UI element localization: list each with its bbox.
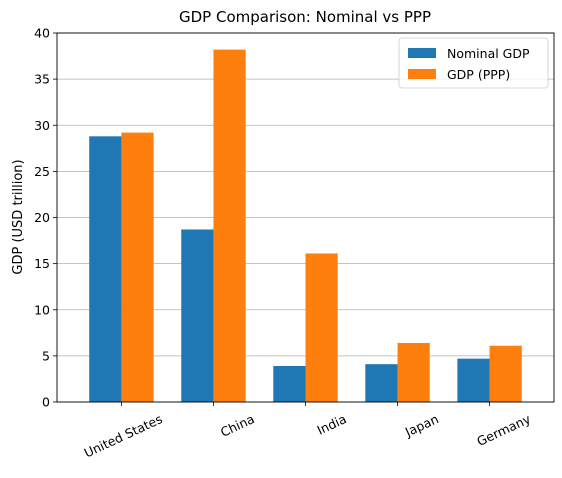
y-tick-label: 15: [34, 256, 50, 271]
bars: [89, 49, 522, 402]
y-tick-label: 35: [34, 72, 50, 87]
y-tick-label: 0: [42, 395, 50, 410]
y-tick-label: 40: [34, 26, 50, 41]
bar-ppp-india: [305, 253, 338, 402]
bar-ppp-germany: [489, 345, 522, 402]
chart-title: GDP Comparison: Nominal vs PPP: [179, 8, 431, 26]
x-tick-label: China: [218, 411, 257, 440]
bar-nominal-japan: [365, 364, 398, 402]
legend-swatch: [408, 69, 436, 79]
legend-swatch: [408, 48, 436, 58]
y-tick-label: 25: [34, 164, 50, 179]
x-tick-label: Japan: [402, 411, 441, 440]
legend: Nominal GDP GDP (PPP): [398, 37, 549, 89]
bar-ppp-china: [213, 49, 246, 402]
y-tick-label: 20: [34, 210, 50, 225]
bar-nominal-china: [181, 229, 214, 402]
y-tick-label: 10: [34, 302, 50, 317]
legend-label: GDP (PPP): [447, 67, 510, 82]
bar-ppp-united-states: [121, 132, 154, 402]
axes: [53, 32, 555, 406]
bar-nominal-germany: [457, 358, 490, 402]
bar-nominal-india: [273, 366, 306, 402]
y-axis-label: GDP (USD trillion): [11, 159, 26, 274]
bar-ppp-japan: [397, 342, 430, 402]
y-tick-label: 5: [42, 348, 50, 363]
bar-nominal-united-states: [89, 136, 122, 402]
y-tick-label: 30: [34, 118, 50, 133]
x-tick-label: India: [315, 411, 349, 438]
legend-box: [398, 37, 549, 89]
legend-label: Nominal GDP: [447, 46, 530, 61]
x-tick-label: United States: [82, 411, 165, 460]
x-tick-label: Germany: [474, 411, 533, 449]
